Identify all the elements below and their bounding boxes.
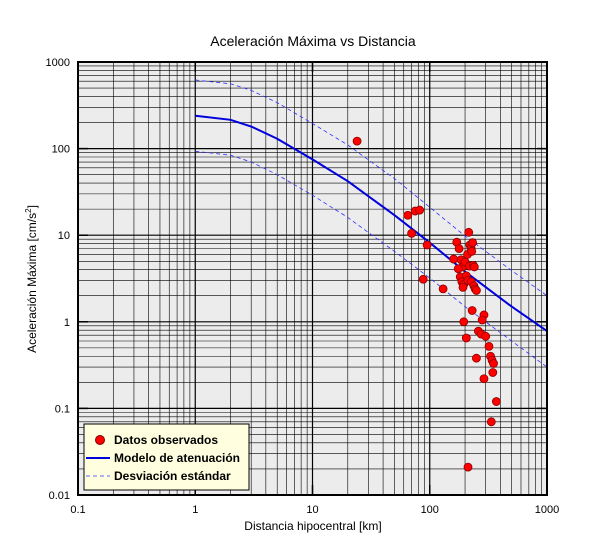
y-tick-label: 0.01 bbox=[49, 490, 70, 502]
data-point bbox=[403, 210, 413, 220]
data-point bbox=[459, 317, 469, 327]
data-point bbox=[472, 286, 481, 295]
data-point bbox=[472, 353, 481, 363]
y-tick-label: 10 bbox=[58, 230, 70, 242]
y-axis-label-superscript: 2 bbox=[24, 208, 33, 213]
legend-label-datos: Datos observados bbox=[114, 433, 218, 447]
data-point bbox=[484, 341, 494, 351]
data-point bbox=[461, 333, 471, 343]
data-points bbox=[352, 136, 501, 472]
y-axis-label: Aceleración Máxima [cm/s2] bbox=[24, 205, 39, 353]
data-point bbox=[467, 306, 477, 315]
data-point bbox=[422, 240, 432, 250]
data-point bbox=[458, 282, 468, 292]
data-point bbox=[464, 227, 474, 237]
legend-box bbox=[83, 423, 250, 491]
data-point bbox=[407, 228, 416, 238]
std-deviation-line bbox=[195, 79, 548, 297]
data-point bbox=[454, 244, 464, 254]
data-point bbox=[469, 262, 479, 272]
data-point bbox=[479, 374, 489, 384]
data-point bbox=[488, 368, 498, 377]
x-tick-label: 100 bbox=[421, 504, 439, 516]
y-axis-label-main: Aceleración Máxima [cm/s bbox=[25, 213, 39, 353]
y-tick-label: 1 bbox=[64, 317, 70, 329]
data-point bbox=[467, 247, 477, 256]
y-tick-label: 0.1 bbox=[55, 403, 70, 415]
data-point bbox=[468, 238, 478, 248]
x-tick-label: 1000 bbox=[535, 504, 559, 516]
data-point bbox=[477, 315, 487, 325]
legend-label-modelo: Modelo de atenuación bbox=[114, 451, 240, 465]
x-tick-label: 0.1 bbox=[70, 504, 85, 516]
x-tick-label: 1 bbox=[192, 504, 198, 516]
chart-title: Aceleración Máxima vs Distancia bbox=[210, 33, 416, 49]
x-tick-labels: 0.1 1 10 100 1000 bbox=[70, 504, 559, 516]
y-tick-label: 100 bbox=[52, 144, 70, 156]
y-tick-label: 1000 bbox=[46, 57, 70, 69]
data-point bbox=[463, 462, 473, 472]
data-point bbox=[438, 284, 448, 294]
y-axis-label-tail: ] bbox=[25, 205, 39, 208]
data-point bbox=[486, 417, 496, 427]
data-point bbox=[489, 359, 498, 368]
series-lines bbox=[195, 79, 548, 368]
x-tick-label: 10 bbox=[306, 504, 318, 516]
data-point bbox=[352, 136, 362, 146]
attenuation-model-line bbox=[195, 114, 548, 332]
legend-label-desviacion: Desviación estándar bbox=[114, 469, 231, 483]
plot-frame bbox=[77, 61, 548, 496]
y-tick-labels: 0.01 0.1 1 10 100 1000 bbox=[46, 57, 70, 502]
x-axis-label: Distancia hipocentral [km] bbox=[244, 519, 381, 533]
data-point bbox=[449, 254, 459, 264]
data-point bbox=[418, 274, 428, 284]
legend: Datos observados Modelo de atenuación De… bbox=[83, 423, 250, 491]
data-point bbox=[415, 205, 425, 215]
data-point bbox=[491, 397, 501, 406]
legend-marker-datos bbox=[95, 435, 105, 445]
std-deviation-line bbox=[195, 150, 548, 368]
data-point bbox=[453, 264, 463, 274]
data-point bbox=[481, 331, 491, 341]
